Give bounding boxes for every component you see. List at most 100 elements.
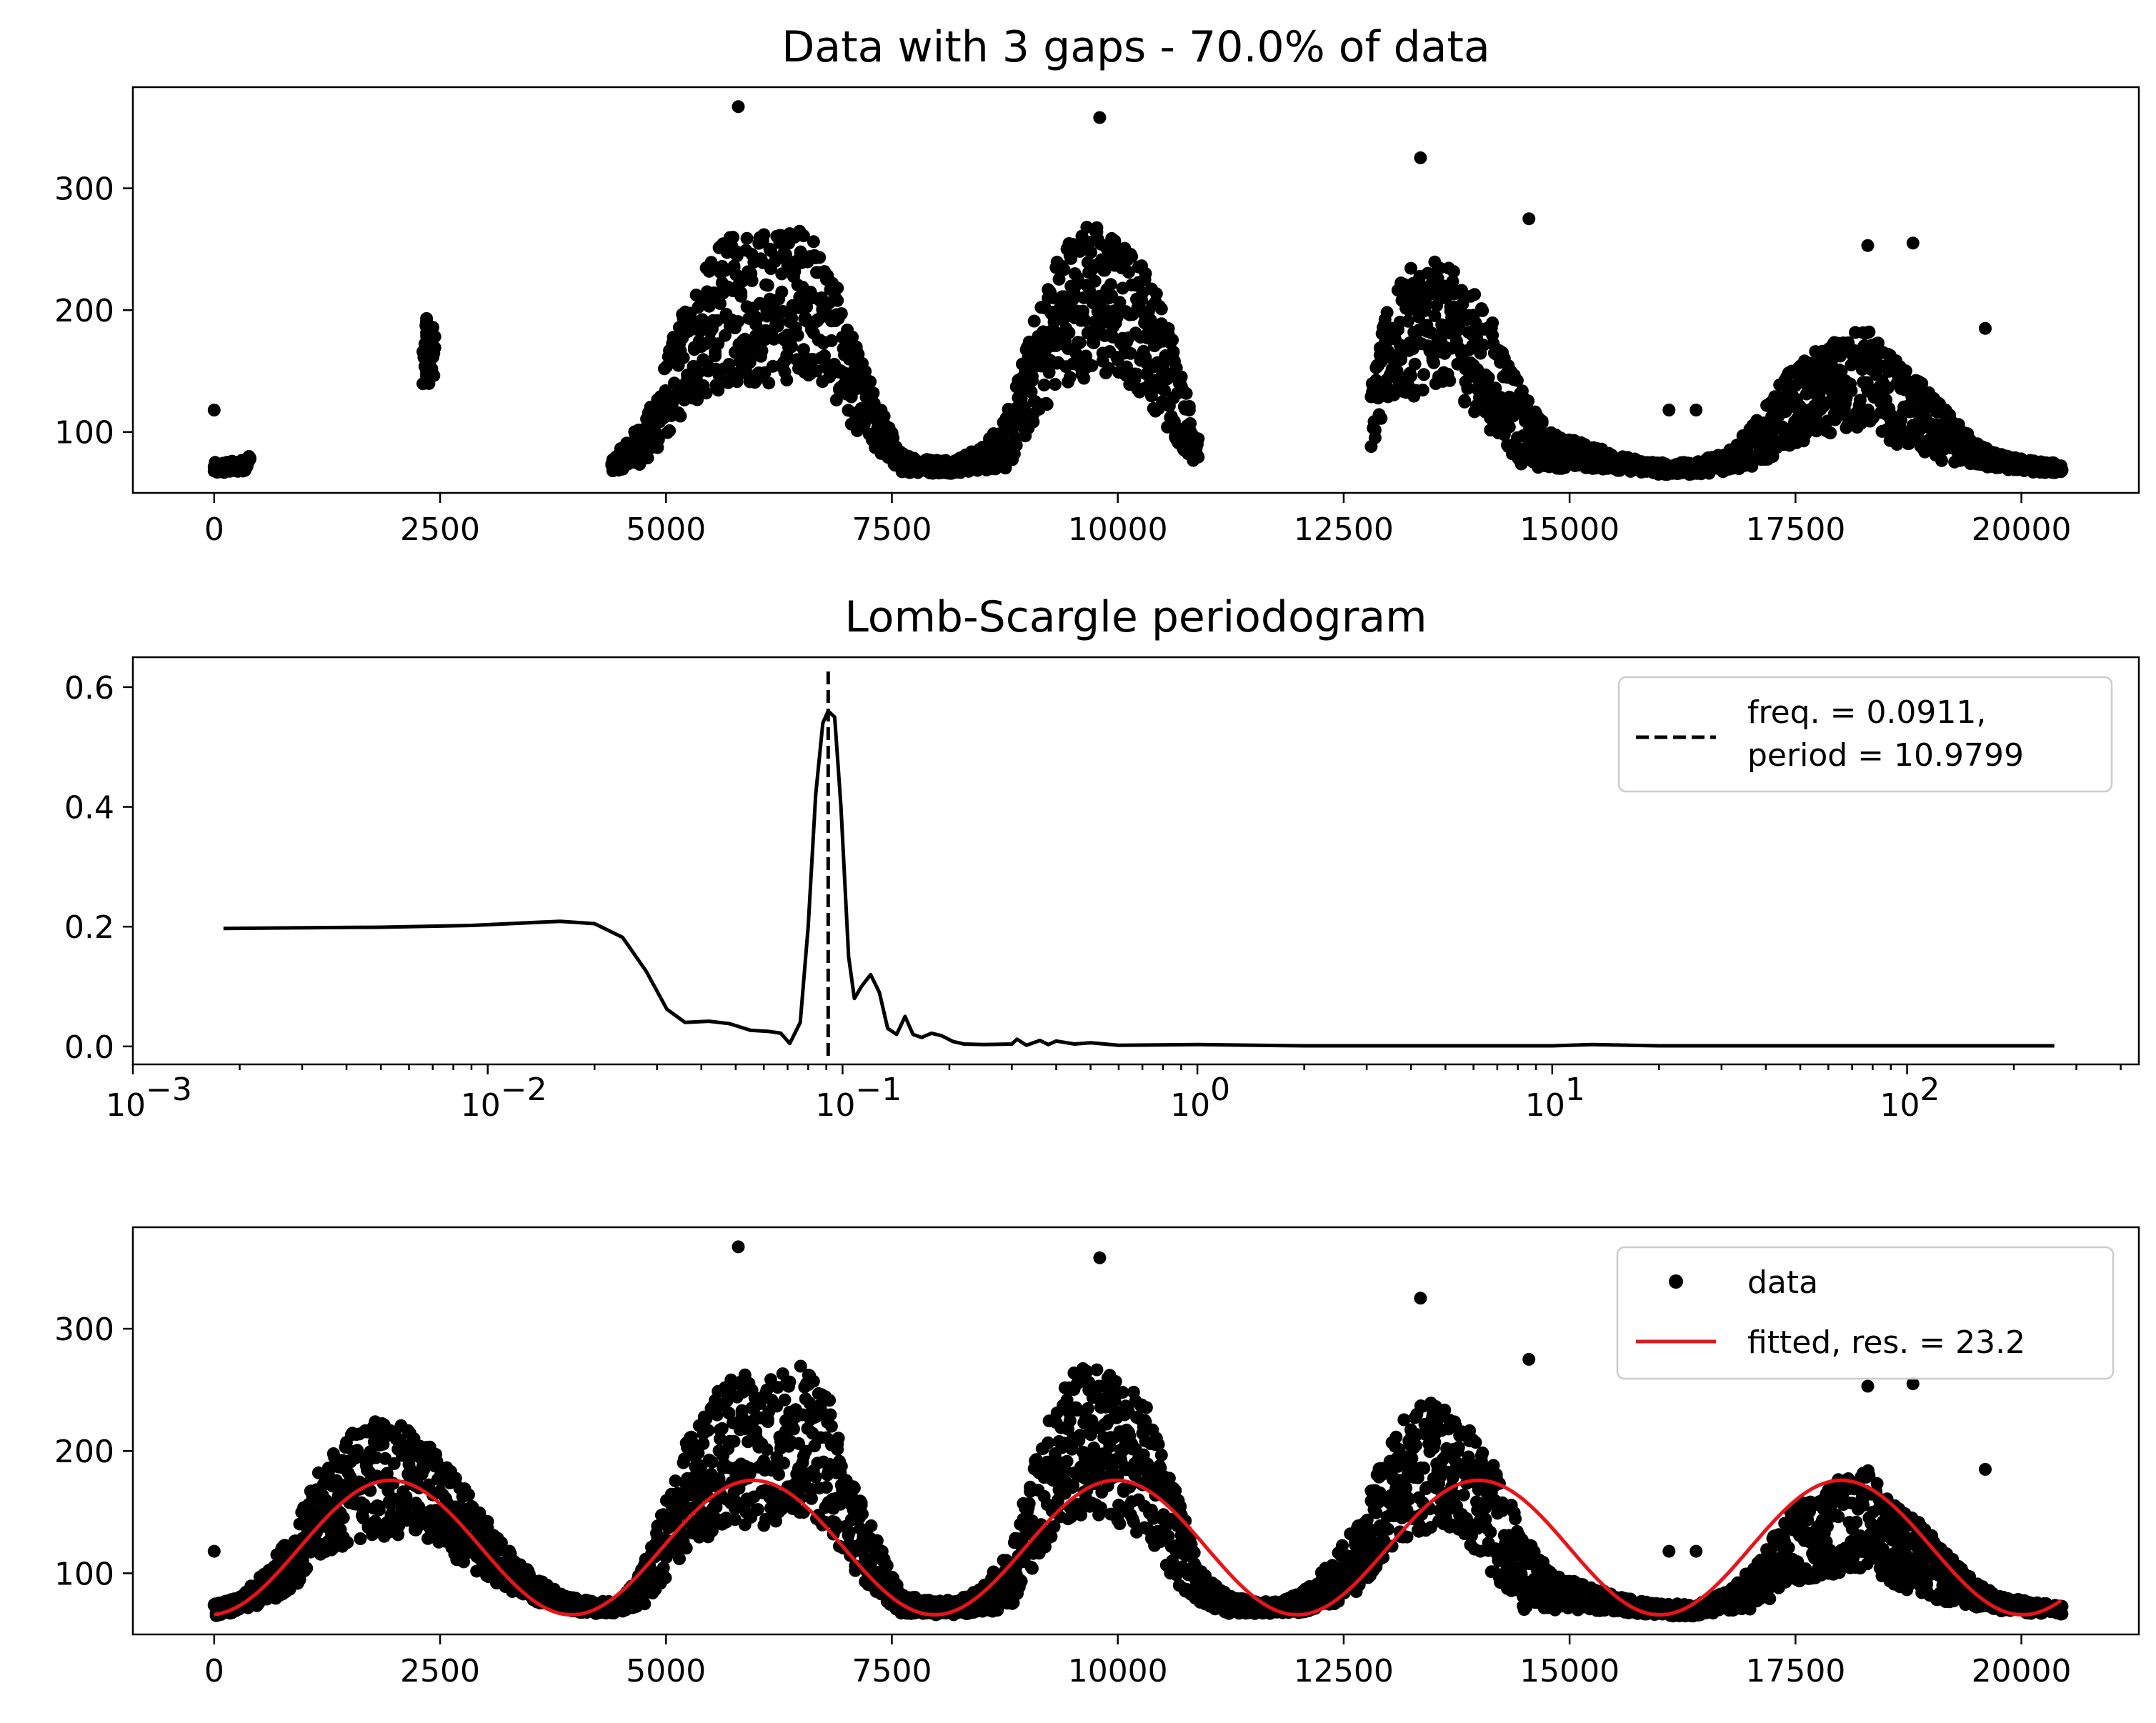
gaps-data-point <box>1380 306 1394 319</box>
fit-data-point <box>1014 1574 1028 1588</box>
gaps-data-point <box>691 393 704 406</box>
gaps-data-point <box>757 228 771 241</box>
fit-data-point <box>854 1496 868 1509</box>
periodogram-x-tick-exponent: −2 <box>501 1072 547 1108</box>
gaps-outlier-point <box>732 100 745 114</box>
gaps-data-point <box>692 366 705 379</box>
gaps-data-point <box>1468 288 1482 301</box>
gaps-data-point <box>743 356 757 369</box>
fit-data-point <box>805 1492 818 1505</box>
gaps-data-point <box>1192 432 1205 446</box>
periodogram-line <box>223 709 2055 1048</box>
periodogram-panel: Lomb-Scargle periodogram 10 −3 10 −2 10 −1 10 0… <box>64 592 2140 1124</box>
gaps-data-point <box>1486 316 1499 329</box>
gaps-data-point <box>1102 361 1116 375</box>
periodogram-title: Lomb-Scargle periodogram <box>844 592 1427 642</box>
gaps-data-point <box>1368 431 1382 444</box>
gaps-data-point <box>745 274 759 287</box>
fit-data-point <box>777 1457 791 1470</box>
gaps-data-point <box>846 330 859 344</box>
fit-data-point <box>842 1525 856 1539</box>
fit-data-point <box>824 1408 837 1422</box>
gaps-data-point <box>712 384 725 397</box>
gaps-data-point <box>1428 309 1442 322</box>
gaps-data-point <box>1062 326 1076 339</box>
periodogram-x-tick-label: 10 <box>1170 1087 1210 1124</box>
gaps-data-point <box>1476 304 1489 317</box>
gaps-data-point <box>652 433 665 446</box>
fit-data-point <box>880 1559 894 1572</box>
fit-data-point <box>1090 1363 1104 1377</box>
fit-data-point <box>809 1470 822 1484</box>
gaps-data-point <box>1482 371 1495 384</box>
gaps-data-point <box>734 289 748 303</box>
gaps-data-point <box>1461 381 1474 395</box>
gaps-data-point <box>1167 345 1180 359</box>
gaps-x-tick-label: 2500 <box>400 511 480 548</box>
gaps-data-point <box>797 229 810 243</box>
gaps-outlier-point <box>1522 212 1536 226</box>
fit-data-point <box>1022 1497 1036 1510</box>
gaps-data-point <box>780 373 794 386</box>
gaps-data-point <box>1908 393 1922 406</box>
gaps-data-point <box>1477 339 1490 352</box>
gaps-data-point <box>1510 374 1524 387</box>
gaps-data-point <box>1824 426 1837 440</box>
gaps-data-point <box>755 344 769 357</box>
gaps-data-point <box>1915 376 1929 390</box>
gaps-data-point <box>674 409 687 423</box>
gaps-data-point <box>761 279 774 292</box>
periodogram-y-tick-label: 0.4 <box>64 790 114 826</box>
gaps-data-point <box>1017 401 1031 414</box>
fit-data-point <box>856 1507 869 1521</box>
gaps-data-point <box>1048 378 1062 391</box>
periodogram-x-tick-exponent: 0 <box>1210 1072 1230 1108</box>
gaps-data-point <box>750 311 764 324</box>
gaps-data-point <box>1502 420 1516 434</box>
gaps-data-point <box>1125 250 1139 263</box>
gaps-data-point <box>1149 287 1163 301</box>
gaps-data-point <box>1122 266 1135 279</box>
gaps-data-point <box>1027 415 1040 429</box>
gaps-data-point <box>1101 244 1114 257</box>
gaps-data-point <box>1192 450 1205 464</box>
fit-panel: 0 2500 5000 7500 10000 12500 15000 17500 2000010… <box>54 1226 2140 1689</box>
fit-data-point <box>1116 1386 1129 1399</box>
fit-data-point <box>372 1499 386 1513</box>
gaps-data-point <box>1182 404 1196 416</box>
periodogram-legend-label-line1: freq. = 0.0911, <box>1747 694 1986 731</box>
fit-data-point <box>659 1571 672 1584</box>
fit-data-point <box>705 1455 719 1469</box>
gaps-data-point <box>1408 357 1422 371</box>
gaps-data-point <box>834 307 848 321</box>
gaps-data-point <box>1077 371 1091 385</box>
gaps-data-point <box>420 369 434 383</box>
fit-data-point <box>778 1393 792 1407</box>
periodogram-x-tick-label: 10 <box>461 1087 501 1124</box>
periodogram-legend: freq. = 0.0911, period = 10.9799 <box>1617 676 2113 793</box>
gaps-data-point <box>1052 272 1066 286</box>
gaps-data-point <box>1069 346 1083 360</box>
gaps-data-point <box>1057 263 1071 276</box>
fit-data-point <box>481 1514 494 1528</box>
gaps-data-point <box>1063 371 1077 384</box>
gaps-x-tick-label: 0 <box>204 511 224 548</box>
gaps-data-point <box>1083 284 1097 298</box>
gaps-data-point <box>1085 359 1099 372</box>
gaps-data-point <box>709 349 722 363</box>
gaps-data-point <box>1416 384 1429 397</box>
gaps-data-point <box>1025 369 1039 383</box>
gaps-outlier-point <box>1093 111 1107 124</box>
data-gaps-panel: Data with 3 gaps - 70.0% of data 0 2500 50… <box>54 22 2140 548</box>
gaps-data-point <box>1179 386 1193 400</box>
data-gaps-axes: 0 2500 5000 7500 10000 12500 15000 17500 2000010… <box>54 171 2072 548</box>
fit-data-point <box>1081 1402 1094 1415</box>
gaps-data-point <box>663 424 677 437</box>
gaps-data-point <box>813 251 827 264</box>
gaps-x-tick-label: 10000 <box>1068 511 1168 548</box>
gaps-data-point <box>831 294 844 307</box>
gaps-data-point <box>738 332 752 346</box>
periodogram-x-tick-label: 10 <box>1525 1087 1565 1124</box>
gaps-data-point <box>1162 321 1175 335</box>
gaps-data-point <box>791 329 804 342</box>
